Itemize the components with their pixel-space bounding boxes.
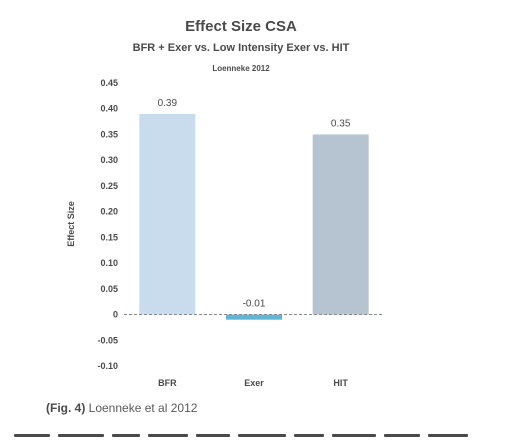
bar-value-label: 0.39: [158, 98, 178, 109]
y-tick-label: 0.20: [100, 207, 118, 217]
y-tick-label: -0.05: [97, 335, 118, 345]
chart-subtitle: BFR + Exer vs. Low Intensity Exer vs. HI…: [133, 42, 350, 54]
cropped-text-line: [14, 434, 468, 437]
y-tick-label: -0.10: [97, 361, 118, 371]
y-tick-label: 0.05: [100, 284, 118, 294]
y-tick-label: 0.35: [100, 129, 118, 139]
y-axis-label: Effect Size: [66, 201, 76, 247]
plot-area: 0.45 0.40 0.35 0.30 0.25 0.20 0.15 0.10 0.05 0 -0.…: [97, 78, 384, 388]
bar-value-label: 0.35: [331, 118, 351, 129]
y-tick-label: 0.25: [100, 181, 118, 191]
y-tick-label: 0.15: [100, 232, 118, 242]
figure-caption: (Fig. 4) Loenneke et al 2012: [46, 401, 197, 415]
x-category-label: Exer: [244, 378, 264, 388]
bar-exer: [226, 314, 282, 320]
y-tick-label: 0.40: [100, 104, 118, 114]
chart-source-note: Loenneke 2012: [212, 64, 270, 73]
bar-hit: [312, 134, 369, 315]
y-tick-label: 0.10: [100, 258, 118, 268]
x-category-label: HIT: [333, 378, 348, 388]
bar-bfr: [139, 113, 196, 315]
y-tick-label: 0.30: [100, 155, 118, 165]
y-tick-label: 0.45: [100, 78, 118, 88]
y-tick-label: 0: [113, 310, 118, 320]
figure-caption-text: Loenneke et al 2012: [85, 401, 198, 415]
chart-title: Effect Size CSA: [185, 18, 297, 35]
x-category-label: BFR: [158, 378, 177, 388]
figure-caption-label: (Fig. 4): [46, 401, 86, 415]
bar-value-label: -0.01: [243, 299, 266, 310]
